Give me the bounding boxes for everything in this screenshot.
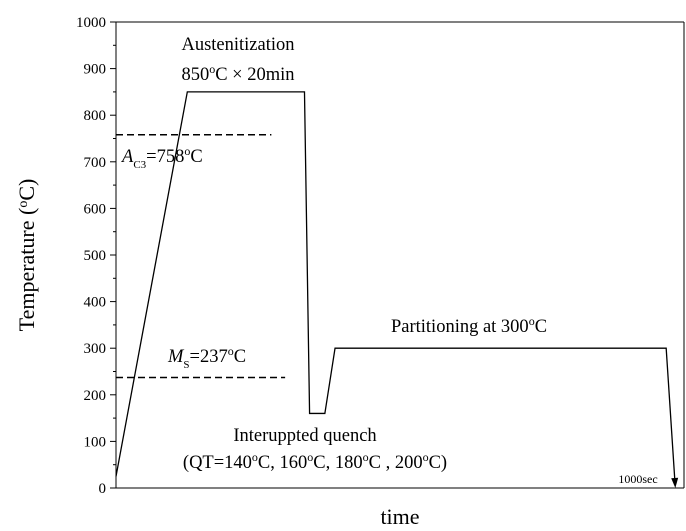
y-tick-label: 900: [84, 62, 107, 78]
x-axis-title: time: [380, 504, 419, 529]
ms-label: MS=237oC: [167, 344, 246, 371]
series-group: [115, 91, 679, 488]
series-line: [115, 91, 676, 479]
end-time-label: 1000sec: [618, 472, 657, 486]
series-arrowhead: [671, 477, 679, 488]
y-tick-label: 100: [84, 434, 107, 450]
y-tick-label: 600: [84, 201, 107, 217]
y-tick-label: 500: [84, 248, 107, 264]
austenitization-condition-label: 850oC × 20min: [181, 62, 294, 85]
ac3-label: AC3=758oC: [120, 144, 203, 171]
quench-label: Interuppted quench: [233, 426, 376, 446]
y-tick-label: 1000: [76, 15, 106, 31]
plot-frame: [115, 21, 685, 489]
y-axis-ticks: 0 100 200 300 400 500 600 700 800 900 1000: [76, 15, 116, 497]
reference-lines: [116, 134, 286, 379]
y-tick-label: 800: [84, 108, 107, 124]
y-tick-label: 200: [84, 388, 107, 404]
quench-conditions-label: (QT=140oC, 160oC, 180oC , 200oC): [183, 450, 447, 473]
y-tick-label: 400: [84, 295, 107, 311]
y-tick-label: 0: [99, 481, 107, 497]
y-axis-title: Temperature (oC): [14, 179, 39, 332]
austenitization-label: Austenitization: [181, 35, 294, 55]
y-tick-label: 700: [84, 155, 107, 171]
partitioning-label: Partitioning at 300oC: [391, 314, 547, 337]
y-tick-label: 300: [84, 341, 107, 357]
